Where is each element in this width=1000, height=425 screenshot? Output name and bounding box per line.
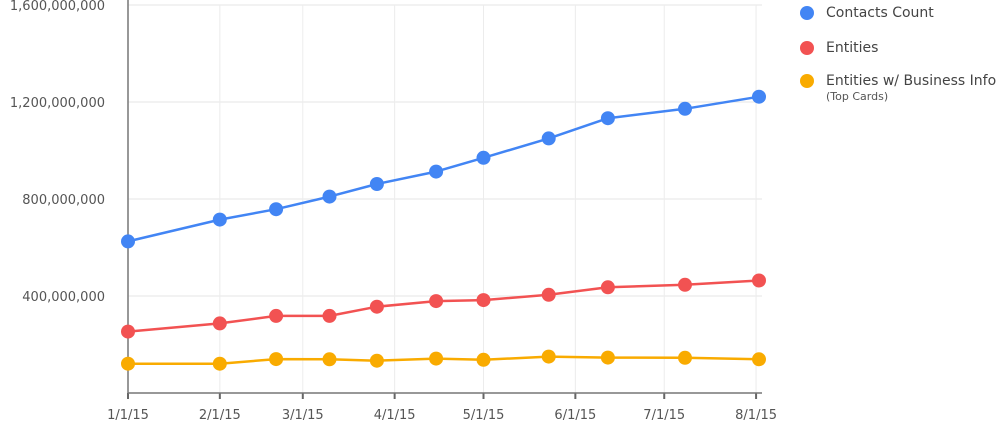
- data-point: [212, 316, 227, 331]
- data-point: [369, 177, 384, 191]
- data-point: [121, 356, 135, 371]
- data-point: [541, 131, 556, 146]
- data-point: [429, 294, 444, 309]
- data-point: [369, 353, 384, 368]
- x-tick-label: 8/1/15: [735, 408, 777, 423]
- data-point: [678, 101, 692, 116]
- series-entities: [121, 273, 766, 339]
- y-tick-label: 1,600,000,000: [10, 0, 105, 14]
- axes: [127, 0, 762, 399]
- legend-label-subtitle: (Top Cards): [826, 90, 889, 103]
- data-point: [212, 356, 227, 371]
- data-point: [429, 351, 444, 366]
- x-tick-label: 5/1/15: [463, 408, 505, 423]
- legend-label-main: Entities w/ Business Info: [826, 73, 997, 89]
- data-point: [600, 111, 615, 126]
- data-point: [269, 308, 284, 323]
- series-entities-w-business-info: [121, 349, 766, 371]
- data-point: [269, 202, 284, 217]
- data-point: [541, 349, 556, 364]
- series-group: [121, 89, 766, 371]
- legend-marker: [800, 74, 814, 88]
- data-point: [476, 150, 491, 165]
- x-tick-label: 4/1/15: [374, 408, 416, 423]
- data-point: [541, 287, 556, 302]
- data-point: [121, 234, 135, 249]
- data-point: [678, 350, 692, 365]
- x-tick-label: 6/1/15: [554, 408, 596, 423]
- legend-label: Entities w/ Business Info (Top Cards): [826, 73, 996, 104]
- y-tick-label: 400,000,000: [22, 290, 105, 305]
- x-tick-label: 1/1/15: [107, 408, 149, 423]
- data-point: [678, 277, 692, 292]
- legend: Contacts Count Entities Entities w/ Busi…: [800, 0, 1000, 120]
- legend-item-contacts-count[interactable]: Contacts Count: [800, 5, 934, 21]
- legend-marker: [800, 6, 814, 20]
- legend-label: Contacts Count: [826, 5, 934, 21]
- legend-marker: [800, 41, 814, 55]
- data-point: [600, 350, 615, 365]
- x-tick-label: 3/1/15: [282, 408, 324, 423]
- tick-labels: 400,000,000 800,000,000 1,200,000,000 1,600…: [10, 0, 777, 423]
- data-point: [752, 89, 766, 104]
- data-point: [752, 273, 766, 288]
- x-tick-label: 2/1/15: [199, 408, 241, 423]
- data-point: [752, 352, 766, 367]
- grid: [128, 4, 762, 393]
- data-point: [476, 352, 491, 367]
- data-point: [322, 189, 337, 204]
- data-point: [121, 324, 135, 339]
- y-tick-label: 1,200,000,000: [10, 96, 105, 111]
- data-point: [600, 280, 615, 295]
- data-point: [476, 293, 491, 308]
- data-point: [322, 352, 337, 367]
- legend-label: Entities: [826, 40, 879, 56]
- x-tick-label: 7/1/15: [643, 408, 685, 423]
- y-tick-label: 800,000,000: [22, 193, 105, 208]
- data-point: [429, 164, 444, 179]
- data-point: [269, 352, 284, 367]
- series-contacts-count: [121, 89, 766, 249]
- data-point: [369, 299, 384, 314]
- legend-item-entities[interactable]: Entities: [800, 40, 878, 56]
- data-point: [322, 308, 337, 323]
- legend-item-entities-business-info[interactable]: Entities w/ Business Info (Top Cards): [800, 73, 996, 104]
- data-point: [212, 212, 227, 227]
